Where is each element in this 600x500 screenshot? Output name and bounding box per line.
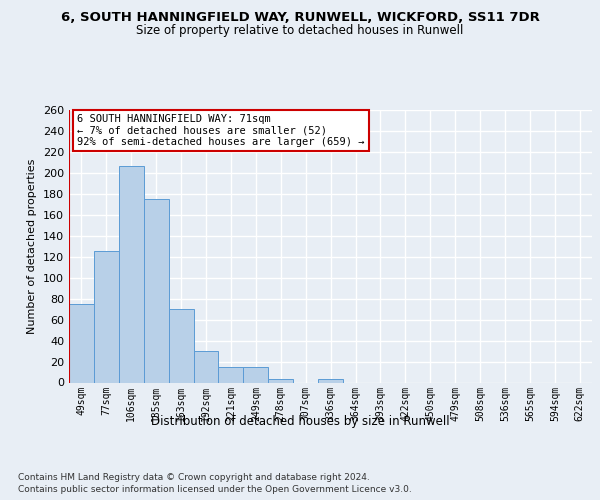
Y-axis label: Number of detached properties: Number of detached properties <box>28 158 37 334</box>
Bar <box>268 380 293 382</box>
Text: 6 SOUTH HANNINGFIELD WAY: 71sqm
← 7% of detached houses are smaller (52)
92% of : 6 SOUTH HANNINGFIELD WAY: 71sqm ← 7% of … <box>77 114 364 148</box>
Bar <box>144 199 169 382</box>
Text: Contains public sector information licensed under the Open Government Licence v3: Contains public sector information licen… <box>18 485 412 494</box>
Text: Size of property relative to detached houses in Runwell: Size of property relative to detached ho… <box>136 24 464 37</box>
Bar <box>318 380 343 382</box>
Bar <box>169 309 194 382</box>
Bar <box>94 252 119 382</box>
Text: 6, SOUTH HANNINGFIELD WAY, RUNWELL, WICKFORD, SS11 7DR: 6, SOUTH HANNINGFIELD WAY, RUNWELL, WICK… <box>61 11 539 24</box>
Bar <box>194 351 218 382</box>
Text: Contains HM Land Registry data © Crown copyright and database right 2024.: Contains HM Land Registry data © Crown c… <box>18 472 370 482</box>
Bar <box>218 367 244 382</box>
Text: Distribution of detached houses by size in Runwell: Distribution of detached houses by size … <box>151 415 449 428</box>
Bar <box>244 367 268 382</box>
Bar <box>119 166 144 382</box>
Bar <box>69 304 94 382</box>
